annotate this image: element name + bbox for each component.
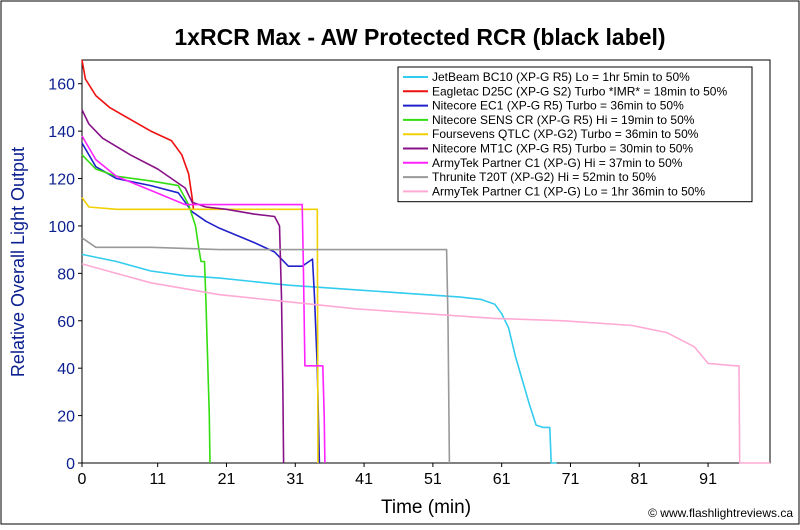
y-tick-label: 20 — [57, 409, 75, 426]
series-line-8 — [81, 237, 451, 464]
y-axis-label: Relative Overall Light Output — [8, 147, 28, 377]
series-line-7 — [81, 135, 326, 464]
y-tick-label: 40 — [57, 361, 75, 378]
x-tick-label: 71 — [562, 471, 580, 488]
x-tick-label: 61 — [493, 471, 511, 488]
x-tick-label: 31 — [286, 471, 304, 488]
legend-entry: Nitecore EC1 (XP-G R5) Turbo = 36min to … — [432, 99, 684, 113]
legend-entry: Foursevens QTLC (XP-G2) Turbo = 36min to… — [432, 127, 699, 141]
y-tick-label: 60 — [57, 314, 75, 331]
x-tick-label: 0 — [78, 471, 87, 488]
series-line-2 — [81, 59, 195, 210]
x-tick-label: 21 — [218, 471, 236, 488]
series-layer — [81, 59, 770, 464]
legend-entry: Thrunite T20T (XP-G2) Hi = 52min to 50% — [432, 170, 656, 184]
axes-layer: 0 20 40 60 80 100 120 140 160 0 11 21 31 41 51 61 71 81 91 — [48, 77, 717, 488]
y-tick-label: 0 — [66, 456, 75, 473]
legend-entry: Eagletac D25C (XP-G S2) Turbo *IMR* = 18… — [432, 84, 727, 98]
legend-entry: ArmyTek Partner C1 (XP-G) Hi = 37min to … — [432, 156, 683, 170]
legend: JetBeam BC10 (XP-G R5) Lo = 1hr 5min to … — [397, 66, 753, 203]
legend-entry: Nitecore SENS CR (XP-G R5) Hi = 19min to… — [432, 113, 695, 127]
chart-title: 1xRCR Max - AW Protected RCR (black labe… — [174, 24, 665, 50]
y-tick-label: 100 — [48, 219, 75, 236]
y-tick-label: 160 — [48, 77, 75, 94]
y-tick-label: 120 — [48, 172, 75, 189]
legend-box — [397, 66, 753, 203]
series-line-9 — [81, 263, 770, 464]
legend-entry: Nitecore MT1C (XP-G R5) Turbo = 30min to… — [432, 142, 693, 156]
legend-entry: JetBeam BC10 (XP-G R5) Lo = 1hr 5min to … — [432, 70, 690, 84]
x-tick-label: 11 — [149, 471, 166, 488]
y-tick-label: 80 — [57, 266, 75, 283]
series-line-3 — [81, 142, 321, 464]
x-tick-label: 41 — [355, 471, 373, 488]
legend-entry: ArmyTek Partner C1 (XP-G) Lo = 1hr 36min… — [432, 184, 705, 198]
y-tick-label: 140 — [48, 124, 75, 141]
series-line-5 — [81, 197, 319, 464]
credit-text: © www.flashlightreviews.ca — [648, 506, 793, 520]
x-axis-label: Time (min) — [381, 497, 471, 518]
series-line-1 — [81, 253, 557, 464]
x-tick-label: 81 — [630, 471, 648, 488]
series-line-4 — [81, 154, 211, 464]
x-tick-label: 51 — [424, 471, 442, 488]
x-tick-label: 91 — [699, 471, 717, 488]
